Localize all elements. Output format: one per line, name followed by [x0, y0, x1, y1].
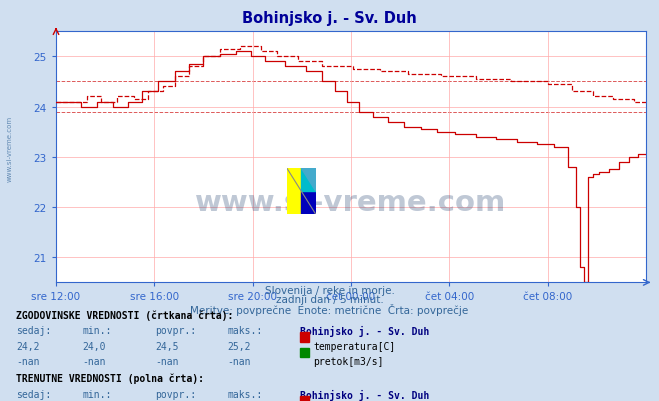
- Bar: [301, 168, 316, 191]
- Text: www.si-vreme.com: www.si-vreme.com: [195, 188, 507, 217]
- Text: 24,2: 24,2: [16, 341, 40, 351]
- Text: povpr.:: povpr.:: [155, 326, 196, 336]
- Text: sedaj:: sedaj:: [16, 326, 51, 336]
- Text: Meritve: povprečne  Enote: metrične  Črta: povprečje: Meritve: povprečne Enote: metrične Črta:…: [190, 303, 469, 315]
- Text: min.:: min.:: [82, 389, 112, 399]
- Text: temperatura[C]: temperatura[C]: [313, 341, 395, 351]
- Text: Bohinjsko j. - Sv. Duh: Bohinjsko j. - Sv. Duh: [300, 326, 429, 336]
- Bar: [287, 168, 301, 215]
- Text: ZGODOVINSKE VREDNOSTI (črtkana črta):: ZGODOVINSKE VREDNOSTI (črtkana črta):: [16, 310, 234, 320]
- Text: Slovenija / reke in morje.: Slovenija / reke in morje.: [264, 286, 395, 296]
- Text: 24,5: 24,5: [155, 341, 179, 351]
- Text: pretok[m3/s]: pretok[m3/s]: [313, 356, 384, 366]
- Text: 25,2: 25,2: [227, 341, 251, 351]
- Text: 24,0: 24,0: [82, 341, 106, 351]
- Text: povpr.:: povpr.:: [155, 389, 196, 399]
- Text: www.si-vreme.com: www.si-vreme.com: [7, 115, 13, 181]
- Bar: [301, 191, 316, 215]
- Text: -nan: -nan: [155, 356, 179, 366]
- Text: TRENUTNE VREDNOSTI (polna črta):: TRENUTNE VREDNOSTI (polna črta):: [16, 373, 204, 383]
- Text: Bohinjsko j. - Sv. Duh: Bohinjsko j. - Sv. Duh: [242, 11, 417, 26]
- Text: Bohinjsko j. - Sv. Duh: Bohinjsko j. - Sv. Duh: [300, 389, 429, 400]
- Polygon shape: [301, 168, 316, 191]
- Text: sedaj:: sedaj:: [16, 389, 51, 399]
- Text: -nan: -nan: [82, 356, 106, 366]
- Text: -nan: -nan: [227, 356, 251, 366]
- Text: maks.:: maks.:: [227, 326, 262, 336]
- Text: -nan: -nan: [16, 356, 40, 366]
- Text: zadnji dan / 5 minut.: zadnji dan / 5 minut.: [275, 294, 384, 304]
- Text: maks.:: maks.:: [227, 389, 262, 399]
- Text: min.:: min.:: [82, 326, 112, 336]
